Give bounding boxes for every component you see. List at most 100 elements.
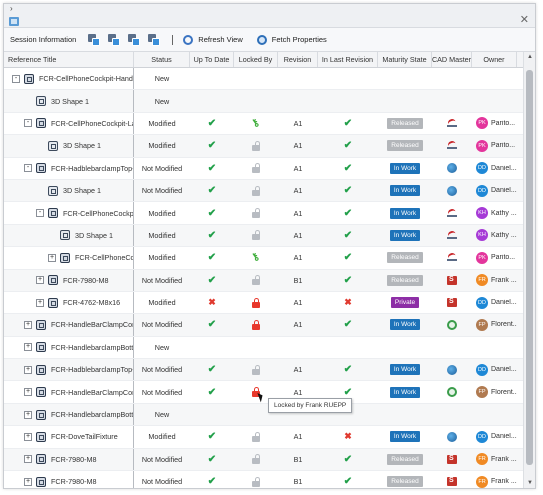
locked-by-cell[interactable] [234, 90, 278, 111]
column-header-up-to-date[interactable]: Up To Date [190, 52, 234, 67]
tree-view-button[interactable] [128, 33, 141, 46]
table-row[interactable]: + FCR-HandlebarclampBottom New [4, 403, 523, 427]
expand-node-icon[interactable]: + [24, 388, 32, 397]
unlocked-icon[interactable] [252, 185, 260, 196]
locked-by-cell[interactable] [234, 337, 278, 358]
locked-by-cell[interactable] [234, 68, 278, 89]
refresh-view-button[interactable]: Refresh View [183, 34, 243, 45]
expand-node-icon[interactable]: + [24, 432, 32, 441]
key-icon[interactable]: ⚷ [249, 116, 263, 131]
key-icon[interactable]: ⚷ [249, 251, 263, 265]
locked-by-cell[interactable] [234, 449, 278, 470]
reference-title-cell[interactable]: + FCR-4762-M8x16 [4, 291, 134, 314]
locked-by-cell[interactable] [234, 225, 278, 246]
scroll-down-arrow-icon[interactable]: ▼ [527, 480, 533, 486]
flat-view-button[interactable] [148, 33, 161, 46]
reference-title-cell[interactable]: 3D Shape 1 [4, 135, 134, 157]
unlocked-icon[interactable] [252, 431, 260, 442]
locked-by-cell[interactable] [234, 314, 278, 335]
reference-title-cell[interactable]: + FCR-HandlebarclampBottom [4, 336, 134, 359]
column-header-revision[interactable]: Revision [278, 52, 318, 67]
table-row[interactable]: - FCR-HadblebarclampTop-Assembly Not Modif… [4, 157, 523, 180]
column-header-in-last-revision[interactable]: In Last Revision [318, 52, 378, 67]
locked-by-cell[interactable]: ⚷ [234, 247, 278, 268]
expand-node-icon[interactable]: + [24, 365, 32, 374]
column-header-cad-master[interactable]: CAD Master [432, 52, 472, 67]
collapse-node-icon[interactable]: - [36, 209, 44, 218]
expand-node-icon[interactable]: + [24, 477, 32, 486]
table-row[interactable]: 3D Shape 1 Not Modified ✔ A1 ✔ In Work DD Danie… [4, 179, 523, 203]
reference-title-cell[interactable]: 3D Shape 1 [4, 90, 134, 112]
reference-title-cell[interactable]: + FCR-DoveTailFixture [4, 426, 134, 448]
table-row[interactable]: 3D Shape 1 Modified ✔ A1 ✔ In Work KH Kathy ... [4, 224, 523, 248]
reference-title-cell[interactable]: + FCR-7980-M8 [4, 269, 134, 291]
reference-title-cell[interactable]: + FCR-HandleBarClampConnector [4, 381, 134, 403]
column-header-owner[interactable]: Owner [472, 52, 517, 67]
locked-by-cell[interactable] [234, 426, 278, 447]
locked-by-cell[interactable] [234, 202, 278, 223]
reference-title-cell[interactable]: + FCR-7980-M8 [4, 448, 134, 471]
expand-node-icon[interactable]: + [24, 320, 32, 329]
locked-icon[interactable] [252, 297, 260, 308]
reference-title-cell[interactable]: 3D Shape 1 [4, 179, 134, 202]
locked-by-cell[interactable] [234, 180, 278, 201]
reference-title-cell[interactable]: + FCR-HadblebarclampTop-Assembly [4, 359, 134, 381]
unlocked-icon[interactable] [252, 476, 260, 487]
collapse-chevron-icon[interactable]: › [10, 4, 13, 13]
expand-node-icon[interactable]: + [36, 276, 44, 285]
unlocked-icon[interactable] [252, 208, 260, 219]
locked-by-cell[interactable] [234, 359, 278, 380]
reference-title-cell[interactable]: - FCR-CellPhoneCockpit-Handlebar [4, 68, 134, 90]
locked-icon[interactable] [252, 387, 260, 398]
table-row[interactable]: + FCR-7980-M8 Not Modified ✔ B1 ✔ Released FRFr… [4, 448, 523, 472]
collapse-node-icon[interactable]: - [24, 119, 32, 128]
locked-by-cell[interactable] [234, 158, 278, 179]
unlocked-icon[interactable] [252, 140, 260, 151]
reference-title-cell[interactable]: + FCR-HandleBarClampConnector [4, 314, 134, 336]
table-row[interactable]: 3D Shape 1 Modified ✔ A1 ✔ Released PK Parito..… [4, 135, 523, 158]
locked-by-cell[interactable]: ⚷ [234, 113, 278, 134]
expand-node-icon[interactable]: + [24, 410, 32, 419]
collapse-node-icon[interactable]: - [24, 164, 32, 173]
fetch-properties-button[interactable]: Fetch Properties [256, 34, 327, 45]
column-header-maturity-state[interactable]: Maturity State [378, 52, 432, 67]
unlocked-icon[interactable] [252, 454, 260, 465]
locked-by-cell[interactable] [234, 381, 278, 402]
table-row[interactable]: + FCR-CellPhoneCockpit Modified ✔ ⚷ A1 ✔ Releas… [4, 247, 523, 270]
reference-title-cell[interactable]: - FCR-CellPhoneCockpit [4, 202, 134, 224]
reference-title-cell[interactable]: - FCR-HadblebarclampTop-Assembly [4, 157, 134, 179]
locked-by-cell[interactable] [234, 292, 278, 313]
table-row[interactable]: + FCR-HandleBarClampConnector Not Modified… [4, 381, 523, 404]
collapse-node-icon[interactable]: - [12, 74, 20, 83]
table-row[interactable]: + FCR-HandlebarclampBottom New [4, 336, 523, 360]
unlocked-icon[interactable] [252, 230, 260, 241]
locked-by-cell[interactable] [234, 270, 278, 291]
unlocked-icon[interactable] [252, 275, 260, 286]
table-row[interactable]: + FCR-HadblebarclampTop-Assembly Not Modif… [4, 359, 523, 382]
table-row[interactable]: + FCR-DoveTailFixture Modified ✔ A1 ✖ In Work D… [4, 426, 523, 449]
reference-title-cell[interactable]: + FCR-CellPhoneCockpit [4, 247, 134, 269]
unlocked-icon[interactable] [252, 163, 260, 174]
locked-by-cell[interactable] [234, 135, 278, 156]
table-row[interactable]: + FCR-HandleBarClampConnector Not Modified… [4, 314, 523, 337]
expand-node-icon[interactable]: + [24, 455, 32, 464]
expand-node-icon[interactable]: + [24, 343, 32, 352]
column-header-locked-by[interactable]: Locked By [234, 52, 278, 67]
collapse-all-button[interactable] [108, 33, 121, 46]
table-row[interactable]: - FCR-CellPhoneCockpit Modified ✔ A1 ✔ In Work… [4, 202, 523, 225]
column-header-status[interactable]: Status [134, 52, 190, 67]
close-icon[interactable]: ✕ [519, 14, 529, 26]
expand-all-button[interactable] [88, 33, 101, 46]
column-header-reference-title[interactable]: Reference Title [4, 52, 134, 67]
reference-title-cell[interactable]: 3D Shape 1 [4, 224, 134, 247]
scroll-up-arrow-icon[interactable]: ▲ [527, 54, 533, 60]
vertical-scrollbar[interactable]: ▲ ▼ [523, 52, 535, 488]
table-row[interactable]: - FCR-CellPhoneCockpit-Handlebar New [4, 68, 523, 91]
table-row[interactable]: 3D Shape 1 New [4, 90, 523, 113]
table-row[interactable]: - FCR-CellPhoneCockpit-Layout Modified ✔ ⚷ A1… [4, 112, 523, 136]
unlocked-icon[interactable] [252, 364, 260, 375]
reference-title-cell[interactable]: + FCR-7980-M8 [4, 471, 134, 488]
table-row[interactable]: + FCR-7980-M8 Not Modified ✔ B1 ✔ Released FRFr… [4, 269, 523, 292]
locked-icon[interactable] [252, 319, 260, 330]
expand-node-icon[interactable]: + [36, 298, 44, 307]
